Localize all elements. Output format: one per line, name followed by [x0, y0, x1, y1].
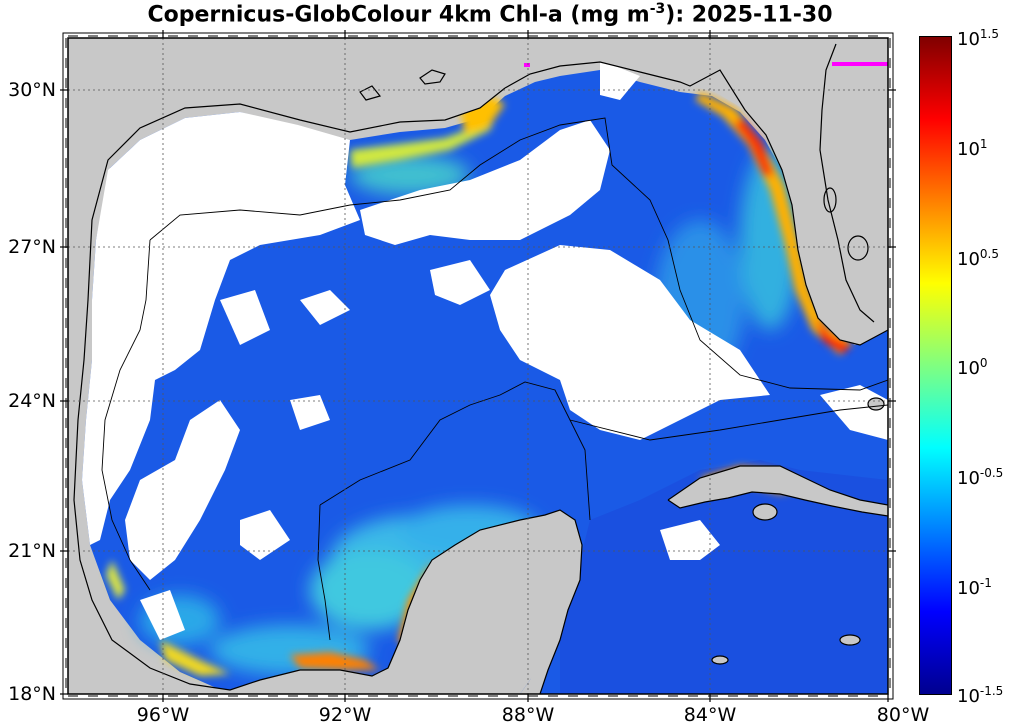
x-tick-88w: 88°W	[501, 704, 555, 726]
grid-lines	[68, 38, 888, 694]
colorbar-tick-0: 100	[957, 356, 988, 379]
y-tick-24n: 24°N	[8, 390, 56, 412]
colorbar-tick-neg0.5: 10-0.5	[957, 466, 1004, 489]
x-tick-84w: 84°W	[683, 704, 737, 726]
magenta-markers	[524, 62, 888, 67]
y-tick-18n: 18°N	[8, 683, 56, 705]
x-tick-96w: 96°W	[136, 704, 190, 726]
title-prefix: Copernicus-GlobColour 4km Chl-a (mg m	[147, 2, 650, 28]
y-tick-27n: 27°N	[8, 236, 56, 258]
colorbar	[919, 36, 952, 695]
y-tick-21n: 21°N	[8, 540, 56, 562]
colorbar-tick-1: 101	[957, 137, 988, 160]
x-tick-92w: 92°W	[318, 704, 372, 726]
colorbar-tick-neg1: 10-1	[957, 576, 992, 599]
no-data-regions	[82, 60, 888, 640]
colorbar-tick-1.5: 101.5	[957, 27, 999, 50]
y-tick-30n: 30°N	[8, 79, 56, 101]
title-suffix: ): 2025-11-30	[665, 2, 833, 28]
coastlines	[73, 43, 888, 694]
boundary-lines	[101, 117, 888, 641]
colorbar-tick-neg1.5: 10-1.5	[957, 684, 1004, 707]
title-exponent: -3	[649, 1, 666, 17]
map-title: Copernicus-GlobColour 4km Chl-a (mg m-3)…	[0, 1, 980, 27]
colorbar-tick-0.5: 100.5	[957, 247, 999, 270]
map-frame	[60, 30, 896, 702]
x-tick-80w: 80°W	[876, 704, 930, 726]
